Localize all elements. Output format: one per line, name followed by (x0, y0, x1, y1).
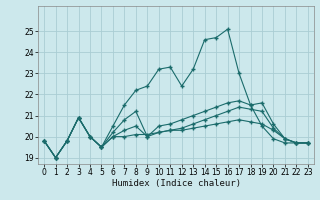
X-axis label: Humidex (Indice chaleur): Humidex (Indice chaleur) (111, 179, 241, 188)
